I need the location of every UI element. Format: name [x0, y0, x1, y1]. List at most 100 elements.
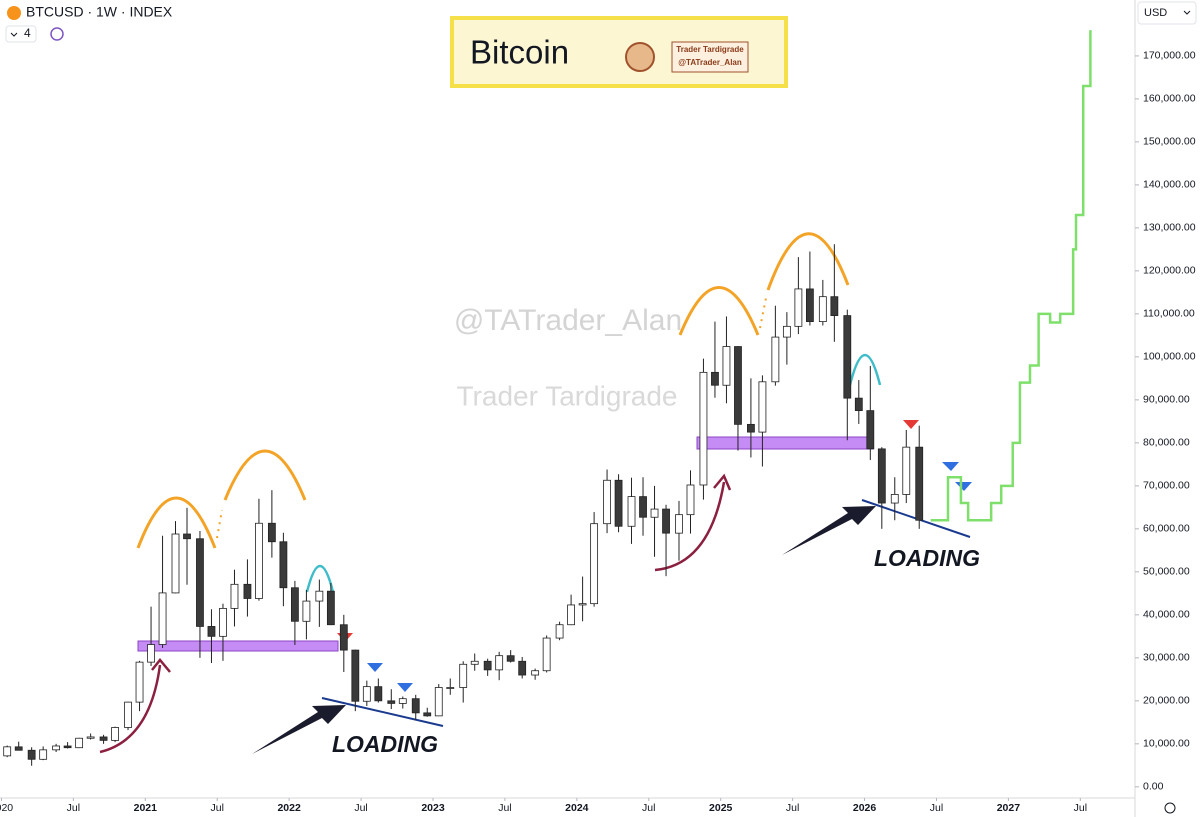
candle-body [111, 727, 119, 741]
candle-body [147, 644, 155, 663]
arrow-head [151, 658, 171, 673]
candle-body [135, 661, 144, 703]
candle-body [14, 746, 23, 751]
arc [223, 449, 307, 501]
arrow-head [713, 473, 732, 491]
candle-body [830, 296, 839, 316]
y-tick-label: 150,000.00 [1143, 136, 1196, 148]
x-tick-label: Jul [642, 802, 655, 814]
x-tick-label: 2025 [709, 802, 733, 814]
x-tick-label: 2020 [0, 802, 13, 814]
legend-bg [0, 0, 300, 46]
candle-body [854, 397, 863, 412]
candle-body [590, 523, 599, 605]
candle-body [699, 371, 708, 486]
x-tick-label: Jul [786, 802, 799, 814]
candle-body [207, 626, 216, 637]
candle-body [374, 686, 383, 702]
candle-body [470, 660, 479, 665]
currency: USD [1144, 7, 1167, 19]
arc [766, 232, 850, 291]
coin-icon [7, 6, 21, 20]
candle-body [506, 655, 515, 662]
candle-body [398, 698, 407, 704]
title: Bitcoin [470, 34, 569, 71]
watermark: @TATrader_Alan [454, 304, 682, 337]
refresh-icon[interactable] [50, 27, 64, 41]
watermark: Trader Tardigrade [456, 380, 677, 411]
candle-body [722, 346, 731, 386]
x-tick-label: Jul [1074, 802, 1087, 814]
candle-body [578, 603, 587, 606]
projection-line [930, 30, 1092, 522]
candle-body [339, 624, 348, 651]
candle-body [531, 670, 540, 676]
candle-body [627, 496, 636, 527]
candle-body [196, 538, 204, 627]
chevron [10, 32, 18, 37]
candle-body [230, 583, 239, 609]
candle-body [183, 533, 191, 540]
support-zone [137, 640, 339, 652]
dots [216, 509, 223, 539]
annotation: LOADING [874, 545, 980, 571]
logo-name: Trader Tardigrade [676, 45, 744, 54]
logo-icon [625, 42, 655, 72]
candle-body [290, 587, 299, 622]
y-tick-label: 110,000.00 [1143, 308, 1195, 320]
candle-body [567, 604, 575, 626]
indicator-count: 4 [24, 26, 31, 40]
candle-body [219, 607, 227, 637]
candle-body [351, 649, 360, 702]
candle-body [805, 288, 814, 323]
candle-body [124, 701, 132, 728]
candle-body [243, 583, 252, 599]
candle-body [171, 533, 180, 594]
candle-body [52, 745, 61, 751]
candle-body [315, 590, 324, 602]
candle-body [650, 508, 659, 518]
candle-body [794, 288, 803, 327]
symbol[interactable]: BTCUSD · 1W · INDEX [26, 4, 173, 20]
indicator-toggle[interactable] [5, 25, 37, 43]
arc [848, 353, 882, 386]
x-tick-label: Jul [498, 802, 511, 814]
arc [678, 286, 760, 336]
y-tick-label: 140,000.00 [1143, 179, 1196, 191]
marker [397, 683, 413, 692]
candle-body [99, 736, 108, 741]
arrow [654, 481, 726, 572]
x-tick-label: 2023 [421, 802, 445, 814]
candle-body [3, 746, 12, 757]
trendline [321, 697, 444, 727]
y-tick-label: 60,000.00 [1143, 523, 1190, 535]
currency-select[interactable] [1137, 1, 1197, 25]
candle-body [747, 423, 755, 433]
candle-body [843, 315, 852, 399]
arrow [99, 664, 162, 754]
candle-body [86, 736, 95, 739]
candle-body [39, 749, 48, 760]
chevron [1183, 10, 1191, 15]
candle-body [866, 410, 875, 450]
candle-body [362, 686, 371, 702]
candle-body [446, 687, 455, 689]
y-tick-label: 100,000.00 [1143, 351, 1196, 363]
settings-icon[interactable] [1164, 802, 1176, 814]
y-tick-label: 0.00 [1143, 781, 1164, 793]
x-tick-label: 2026 [853, 802, 877, 814]
y-tick-label: 90,000.00 [1143, 394, 1190, 406]
big-arrow [252, 705, 346, 754]
x-tick-label: 2027 [997, 802, 1021, 814]
y-tick-label: 130,000.00 [1143, 222, 1196, 234]
candle-body [483, 660, 492, 671]
plot [3, 30, 1092, 766]
candle-body [411, 698, 420, 714]
candle-body [771, 336, 780, 383]
y-tick-label: 120,000.00 [1143, 265, 1196, 277]
candle-body [518, 660, 527, 676]
candle-body [915, 446, 924, 521]
candle-body [782, 325, 791, 338]
